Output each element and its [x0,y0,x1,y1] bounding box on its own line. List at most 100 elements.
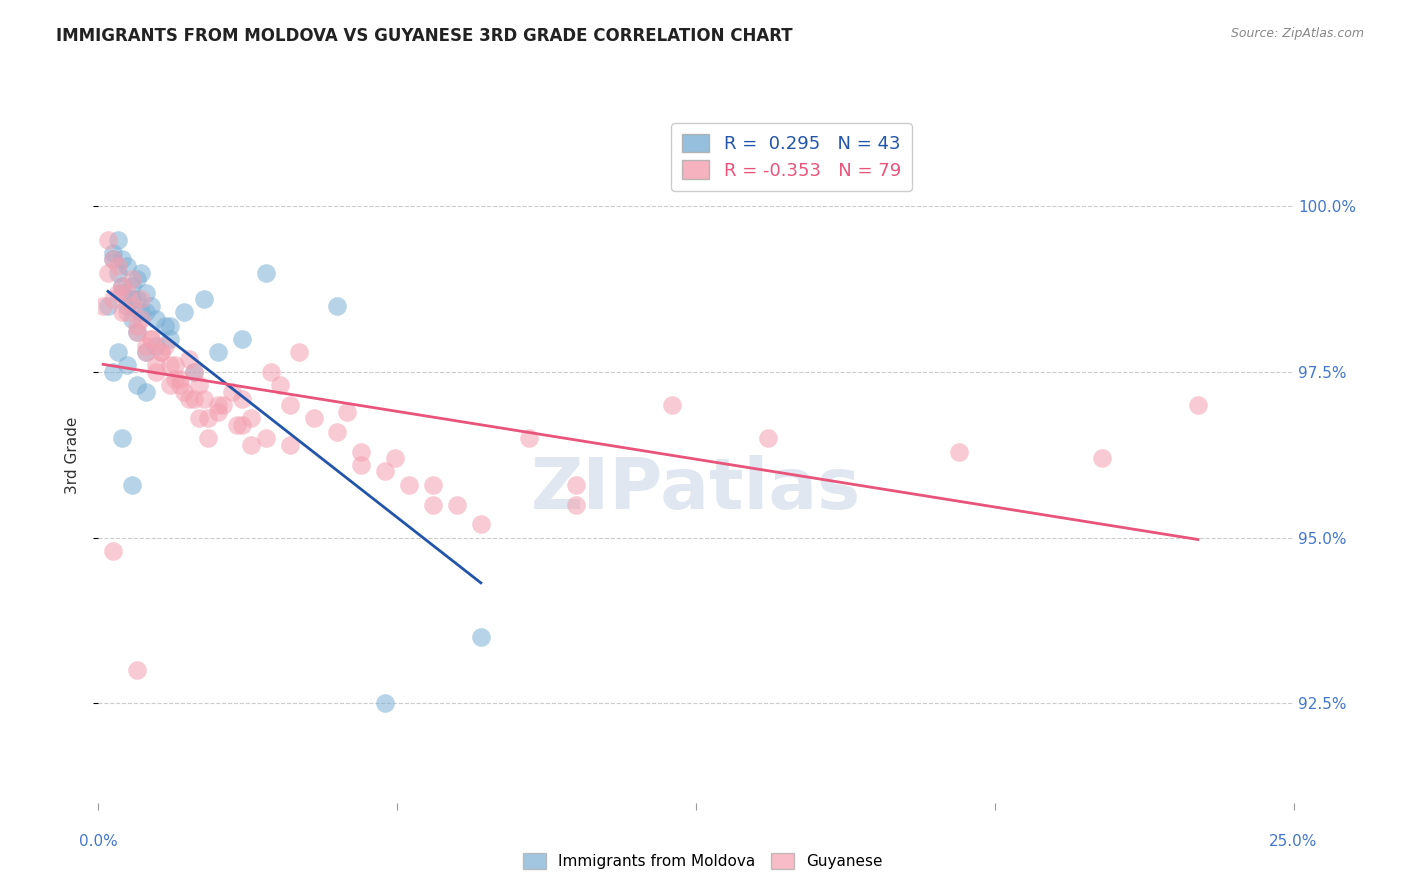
Point [101,245,124,260]
Text: Source: ZipAtlas.com: Source: ZipAtlas.com [1230,27,1364,40]
Point [121,292,143,306]
Point [231,418,253,433]
Point [661,398,683,412]
Point [278,398,301,412]
Point [97,233,120,247]
Point [135,285,157,300]
Point [111,279,134,293]
Point [101,252,124,267]
Point [107,285,129,300]
Point [139,332,162,346]
Point [135,305,157,319]
Point [131,305,153,319]
Point [179,351,201,366]
Point [107,259,129,273]
Point [111,285,134,300]
Point [278,438,301,452]
Point [115,305,138,319]
Point [183,365,205,379]
Point [145,359,167,373]
Point [422,477,444,491]
Point [139,332,162,346]
Point [101,292,124,306]
Point [240,411,263,425]
Text: 25.0%: 25.0% [1270,834,1317,849]
Point [107,266,129,280]
Point [187,411,209,425]
Point [101,544,124,558]
Point [163,359,186,373]
Point [193,292,215,306]
Text: ZIPatlas: ZIPatlas [531,455,860,524]
Point [398,477,420,491]
Point [350,444,373,458]
Point [254,266,277,280]
Point [384,451,406,466]
Y-axis label: 3rd Grade: 3rd Grade [65,417,80,493]
Point [207,345,229,359]
Point [135,345,157,359]
Point [131,266,153,280]
Point [179,392,201,406]
Point [91,299,114,313]
Point [159,318,181,333]
Point [326,425,349,439]
Point [948,444,970,458]
Point [183,365,205,379]
Point [121,279,143,293]
Point [254,431,277,445]
Point [149,345,172,359]
Point [125,378,148,392]
Point [197,431,219,445]
Point [101,365,124,379]
Point [111,279,134,293]
Point [155,318,177,333]
Point [145,338,167,352]
Text: 0.0%: 0.0% [79,834,118,849]
Point [125,326,148,340]
Point [193,392,215,406]
Point [173,384,195,399]
Point [121,312,143,326]
Point [422,498,444,512]
Point [107,233,129,247]
Point [121,477,143,491]
Point [145,365,167,379]
Point [226,418,249,433]
Point [302,411,325,425]
Point [231,332,253,346]
Point [446,498,468,512]
Point [139,299,162,313]
Point [169,378,191,392]
Point [115,259,138,273]
Point [111,305,134,319]
Point [121,299,143,313]
Point [288,345,311,359]
Point [115,285,138,300]
Legend: Immigrants from Moldova, Guyanese: Immigrants from Moldova, Guyanese [517,847,889,875]
Point [135,384,157,399]
Point [121,272,143,286]
Point [269,378,291,392]
Point [111,431,134,445]
Point [187,378,209,392]
Point [115,299,138,313]
Point [125,292,148,306]
Point [97,299,120,313]
Point [231,392,253,406]
Point [1091,451,1114,466]
Point [221,384,243,399]
Point [159,359,181,373]
Point [173,305,195,319]
Point [107,345,129,359]
Point [145,312,167,326]
Legend: R =  0.295   N = 43, R = -0.353   N = 79: R = 0.295 N = 43, R = -0.353 N = 79 [671,123,912,191]
Point [207,405,229,419]
Point [149,345,172,359]
Point [374,465,396,479]
Point [159,378,181,392]
Point [565,477,588,491]
Point [135,345,157,359]
Point [350,458,373,472]
Point [565,498,588,512]
